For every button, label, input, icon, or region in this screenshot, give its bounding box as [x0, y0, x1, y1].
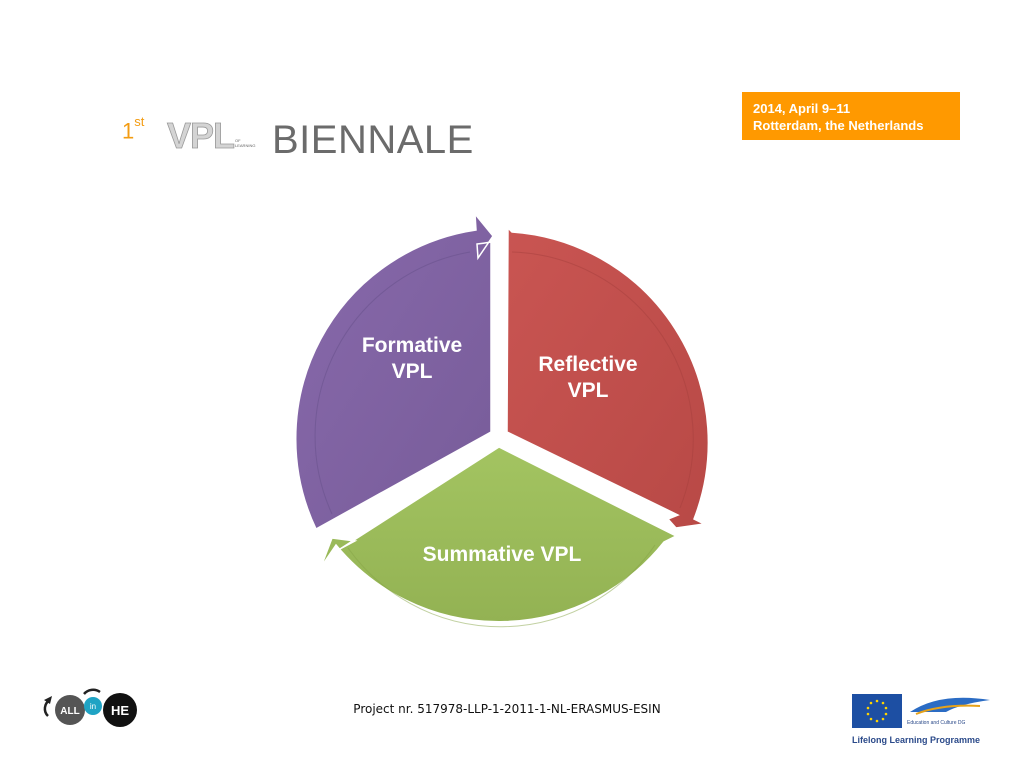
gear-icon	[55, 695, 85, 725]
ordinal-number: 1	[122, 118, 135, 144]
event-date: 2014, April 9–11	[753, 101, 851, 116]
logo-word-in: in	[90, 702, 96, 711]
vpl-logo-subtext-2: LEARNING	[235, 143, 255, 148]
project-number: Project nr. 517978-LLP-1-2011-1-NL-ERASM…	[353, 702, 661, 716]
formative-inner-arc	[314, 251, 471, 515]
vpl-logo-subtext-1: OF	[235, 138, 241, 143]
gear-icon-dark	[103, 693, 137, 727]
page-title: BIENNALE	[272, 118, 474, 162]
eu-stars-icon	[866, 699, 888, 723]
logo-word-he: HE	[111, 703, 129, 718]
formative-label-line-2: VPL	[392, 360, 433, 383]
reflective-inner-arc	[511, 251, 694, 509]
logo-circle-in	[84, 697, 102, 715]
lifelong-learning-logo	[852, 694, 990, 728]
reflective-arc-shape	[506, 226, 710, 529]
summative-arc-shape	[320, 446, 678, 623]
cycle-segment-summative: Summative VPL	[320, 446, 678, 628]
reflective-label-line-2: VPL	[568, 379, 609, 402]
event-location: Rotterdam, the Netherlands	[753, 118, 924, 133]
programme-name: Lifelong Learning Programme	[852, 735, 981, 745]
logo-arrow-head-left	[44, 696, 52, 704]
event-date-box: 2014, April 9–11 Rotterdam, the Netherla…	[742, 92, 960, 140]
reflective-label-line-1: Reflective	[538, 353, 637, 376]
formative-label-line-1: Formative	[362, 334, 462, 357]
swoosh-orange-icon	[915, 704, 981, 715]
logo-arrow-top	[83, 688, 101, 695]
summative-label: Summative VPL	[423, 543, 582, 566]
summative-inner-arc	[347, 544, 656, 628]
dg-text: Education and Culture DG	[907, 720, 966, 726]
logo-word-all: ALL	[60, 706, 79, 717]
all-in-he-logo: ALL in HE	[43, 688, 137, 727]
formative-arc-shape	[294, 211, 494, 531]
cycle-segment-formative: Formative VPL	[294, 211, 494, 531]
vpl-logo: VPL OF LEARNING	[167, 115, 256, 154]
eu-flag-icon	[852, 694, 902, 728]
edition-ordinal: 1st	[122, 114, 144, 144]
swoosh-icon	[910, 697, 990, 712]
cycle-segment-reflective: Reflective VPL	[506, 226, 710, 529]
slide-header: 1st VPL OF LEARNING BIENNALE 2014, April…	[0, 0, 1024, 180]
vpl-logo-text: VPL	[167, 115, 234, 154]
ordinal-suffix: st	[134, 114, 145, 129]
